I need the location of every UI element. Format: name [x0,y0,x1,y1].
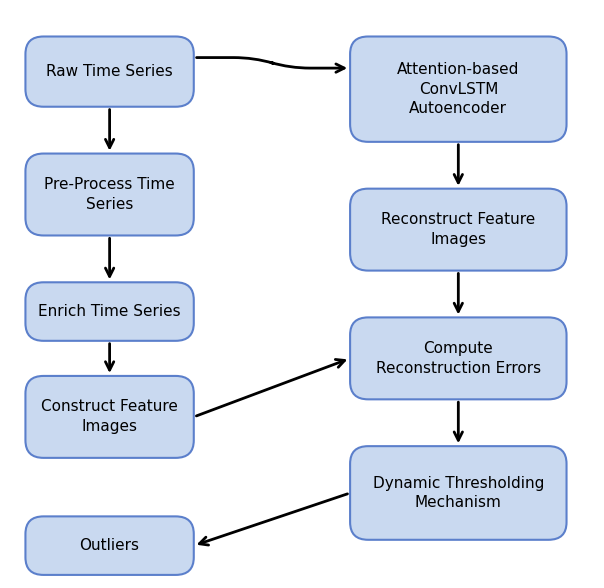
Text: Pre-Process Time
Series: Pre-Process Time Series [44,177,175,212]
FancyBboxPatch shape [25,153,194,235]
FancyBboxPatch shape [25,282,194,341]
FancyBboxPatch shape [350,189,567,270]
FancyBboxPatch shape [350,36,567,142]
FancyBboxPatch shape [25,376,194,458]
Text: Outliers: Outliers [80,538,140,553]
Text: Compute
Reconstruction Errors: Compute Reconstruction Errors [376,341,541,376]
FancyBboxPatch shape [350,446,567,540]
FancyBboxPatch shape [25,36,194,107]
Text: Raw Time Series: Raw Time Series [47,64,173,79]
Text: Dynamic Thresholding
Mechanism: Dynamic Thresholding Mechanism [373,476,544,510]
Text: Reconstruct Feature
Images: Reconstruct Feature Images [381,212,535,247]
Text: Construct Feature
Images: Construct Feature Images [41,399,178,435]
Text: Enrich Time Series: Enrich Time Series [38,304,181,319]
FancyBboxPatch shape [350,318,567,399]
FancyBboxPatch shape [25,516,194,575]
Text: Attention-based
ConvLSTM
Autoencoder: Attention-based ConvLSTM Autoencoder [397,62,519,116]
